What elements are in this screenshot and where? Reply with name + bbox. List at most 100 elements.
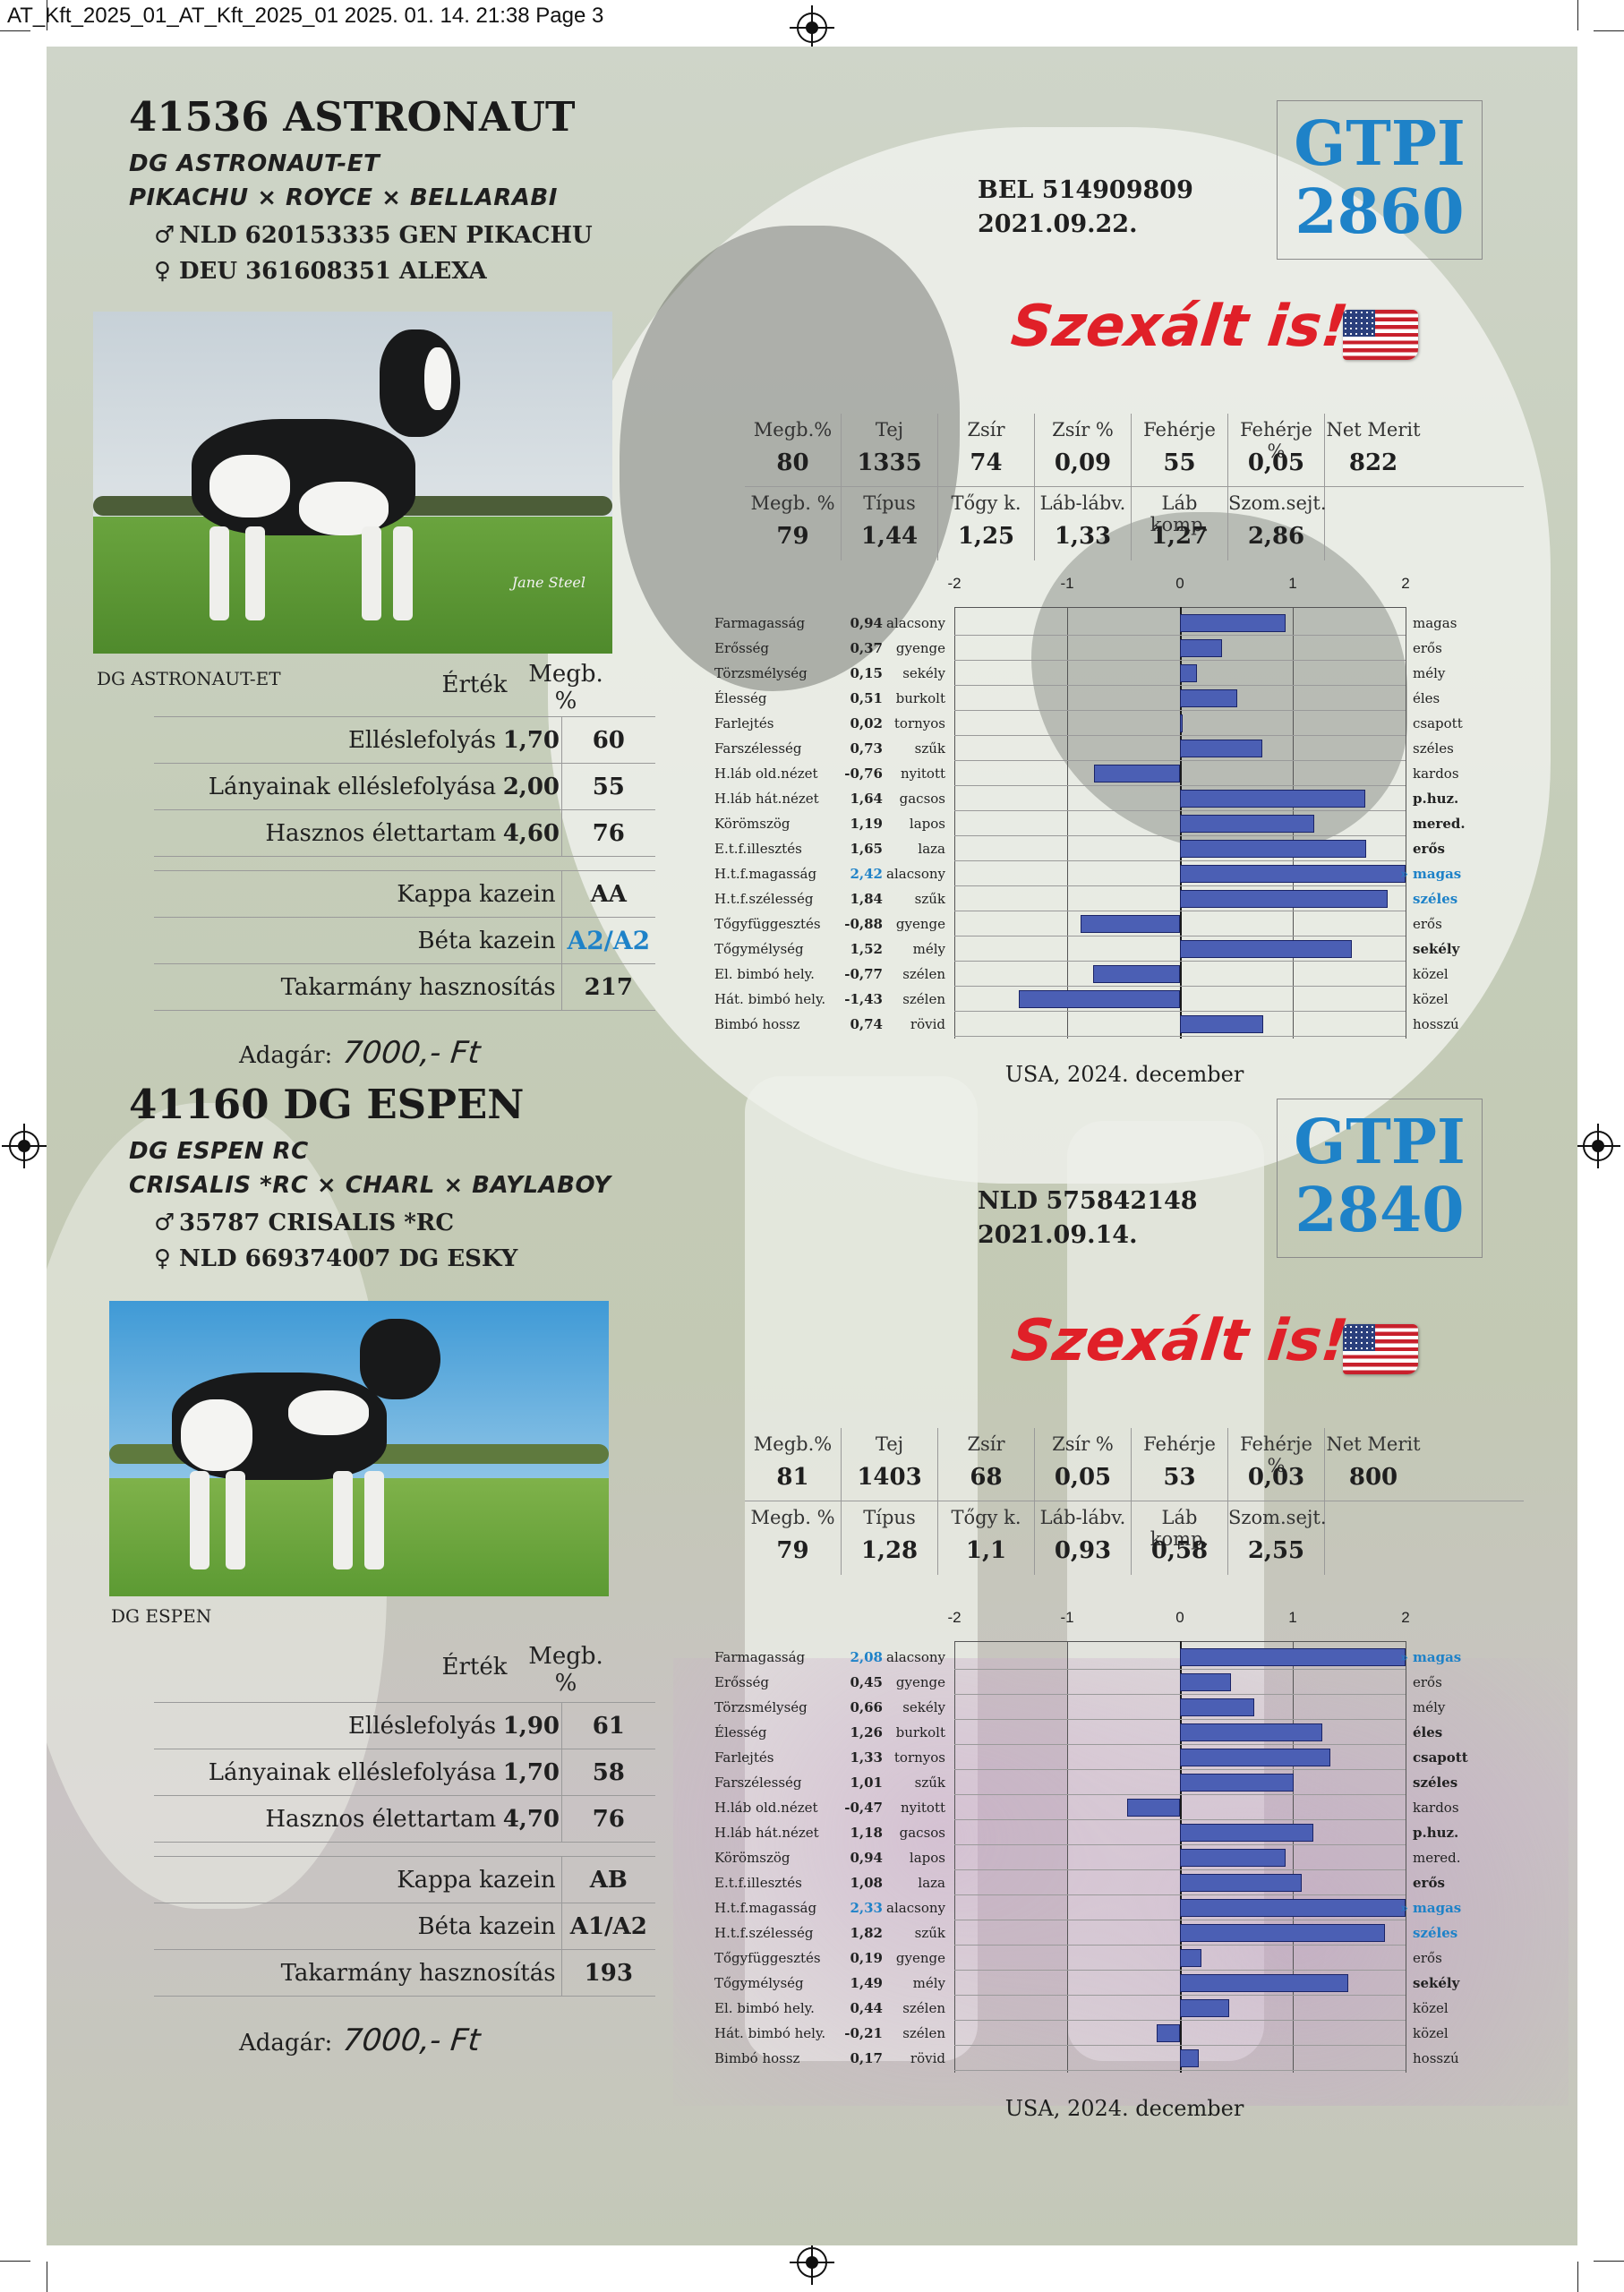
index-cell: Zsír % 0,05 <box>1035 1428 1132 1501</box>
index-cell: Megb. % 79 <box>745 487 842 560</box>
trait-value: 1,52 <box>850 941 883 957</box>
trait-low-label: lapos <box>909 1850 945 1866</box>
trait-high-label: erős <box>1413 1950 1442 1966</box>
index-value: 1,44 <box>860 523 919 550</box>
row-divider <box>954 1995 1406 1996</box>
trait-low-label: gyenge <box>895 640 945 656</box>
birth-date: 2021.09.22. <box>978 210 1138 238</box>
us-flag-icon <box>1343 1324 1418 1374</box>
index-cell: Tőgy k. 1,1 <box>938 1501 1035 1575</box>
overflow-marker: » <box>1400 1649 1409 1665</box>
catalog-page: 41536 ASTRONAUT DG ASTRONAUT-ET PIKACHU … <box>47 47 1577 2245</box>
genetic-label: Kappa kazein <box>154 870 562 918</box>
trait-value: 1,84 <box>850 891 883 907</box>
trait-bar <box>1180 1749 1330 1766</box>
sire-line: ♂ NLD 620153335 GEN PIKACHU <box>154 222 593 249</box>
trait-bar <box>1180 815 1314 833</box>
trait-label: Lányainak elléslefolyása <box>154 763 502 810</box>
trait-bar <box>1156 2024 1180 2042</box>
trait-row: H.t.f.szélesség 1,84 szűk széles <box>714 886 1534 911</box>
genetic-value: AB <box>560 1856 655 1903</box>
index-label: Zsír % <box>1052 419 1114 440</box>
trait-reliability: 61 <box>560 1702 655 1749</box>
trait-label: Elléslefolyás <box>154 716 502 764</box>
price-label: Adagár: <box>239 1042 333 1069</box>
trait-high-label: széles <box>1413 740 1454 757</box>
genetic-value: 193 <box>560 1949 655 1997</box>
trait-high-label: mély <box>1413 1699 1446 1715</box>
table-row: Lányainak elléslefolyása 2,00 55 <box>154 763 655 810</box>
trait-low-label: szélen <box>902 966 945 982</box>
gtpi-box: GTPI 2840 <box>1277 1099 1483 1258</box>
trait-bar <box>1180 689 1238 707</box>
grid-line <box>1067 607 1068 1039</box>
trait-low-label: sekély <box>902 1699 945 1715</box>
trait-value: 4,70 <box>501 1795 562 1843</box>
row-divider <box>954 735 1406 736</box>
trait-low-label: rövid <box>910 2050 945 2066</box>
trait-name: E.t.f.illesztés <box>714 841 802 857</box>
trait-low-label: laza <box>918 841 945 857</box>
trait-value: 1,70 <box>501 1749 562 1796</box>
trait-value: -1,43 <box>844 991 883 1007</box>
row-divider <box>954 1794 1406 1795</box>
trait-value: 0,19 <box>850 1950 883 1966</box>
trait-bar <box>1180 1774 1295 1792</box>
trait-value: -0,47 <box>844 1800 883 1816</box>
trait-name: Bimbó hossz <box>714 1016 800 1032</box>
row-divider <box>954 2020 1406 2021</box>
sexed-semen-note: Szexált is! <box>1008 294 1352 360</box>
birth-date: 2021.09.14. <box>978 1221 1138 1249</box>
index-cell: Net Merit 822 <box>1325 414 1422 486</box>
trait-row: Hát. bimbó hely. -1,43 szélen közel <box>714 987 1534 1012</box>
trait-value: 1,70 <box>501 716 562 764</box>
genetic-value: AA <box>560 870 655 918</box>
trait-low-label: gacsos <box>899 791 945 807</box>
trait-low-label: szélen <box>902 2000 945 2016</box>
row-divider <box>954 660 1406 661</box>
trait-bar <box>1180 1899 1406 1917</box>
trait-value: -0,21 <box>844 2025 883 2041</box>
trait-name: H.láb hát.nézet <box>714 791 819 807</box>
gtpi-box: GTPI 2860 <box>1277 100 1483 260</box>
row-divider <box>954 1669 1406 1670</box>
chart-x-axis: -2 -1 0 1 2 <box>714 1609 1534 1630</box>
price-label: Adagár: <box>239 2030 333 2057</box>
trait-bar <box>1180 664 1197 682</box>
trait-value: 1,49 <box>850 1975 883 1991</box>
trait-name: Farmagasság <box>714 615 806 631</box>
gtpi-value: 2840 <box>1295 1175 1465 1246</box>
trait-value: 1,01 <box>850 1775 883 1791</box>
trait-value: 1,26 <box>850 1724 883 1740</box>
photographer-signature: Jane Steel <box>511 574 585 591</box>
sire-line: ♂ 35787 CRISALIS *RC <box>154 1210 454 1236</box>
index-cell: Tőgy k. 1,25 <box>938 487 1035 560</box>
row-divider <box>954 760 1406 761</box>
gtpi-label: GTPI <box>1294 108 1466 180</box>
genetic-value: A1/A2 <box>560 1903 655 1950</box>
index-cell: Fehérje 53 <box>1132 1428 1228 1501</box>
trait-row: Farmagasság 2,08 alacsony magas» <box>714 1645 1534 1670</box>
index-label: Megb. % <box>750 492 835 514</box>
table-row: Elléslefolyás 1,90 61 <box>154 1702 655 1749</box>
trait-name: Erősség <box>714 640 770 656</box>
trait-name: Farlejtés <box>714 715 774 731</box>
index-cell: Megb. % 79 <box>745 1501 842 1575</box>
index-value: 822 <box>1348 449 1398 476</box>
trait-value: 2,08 <box>850 1649 883 1665</box>
trait-label: Elléslefolyás <box>154 1702 502 1749</box>
index-value: 0,58 <box>1150 1537 1209 1564</box>
index-cell: Típus 1,44 <box>842 487 938 560</box>
table-row: Kappa kazein AA <box>154 870 655 918</box>
trait-row: Erősség 0,45 gyenge erős <box>714 1670 1534 1695</box>
trait-row: Tőgyfüggesztés -0,88 gyenge erős <box>714 911 1534 936</box>
row-divider <box>954 885 1406 886</box>
production-indices: Megb.% 80 Tej 1335 Zsír 74 Zsír % 0,09 Fehér… <box>745 414 1524 560</box>
profile-caption: USA, 2024. december <box>1004 1062 1244 1087</box>
row-divider <box>954 986 1406 987</box>
price: Adagár: 7000,- Ft <box>239 1035 483 1071</box>
trait-value: 0,44 <box>850 2000 883 2016</box>
trait-high-label: mély <box>1413 665 1446 681</box>
sire: NLD 620153335 GEN PIKACHU <box>179 222 593 249</box>
calving-evaluation-table: Elléslefolyás 1,90 61 Lányainak elléslef… <box>154 1702 655 1997</box>
